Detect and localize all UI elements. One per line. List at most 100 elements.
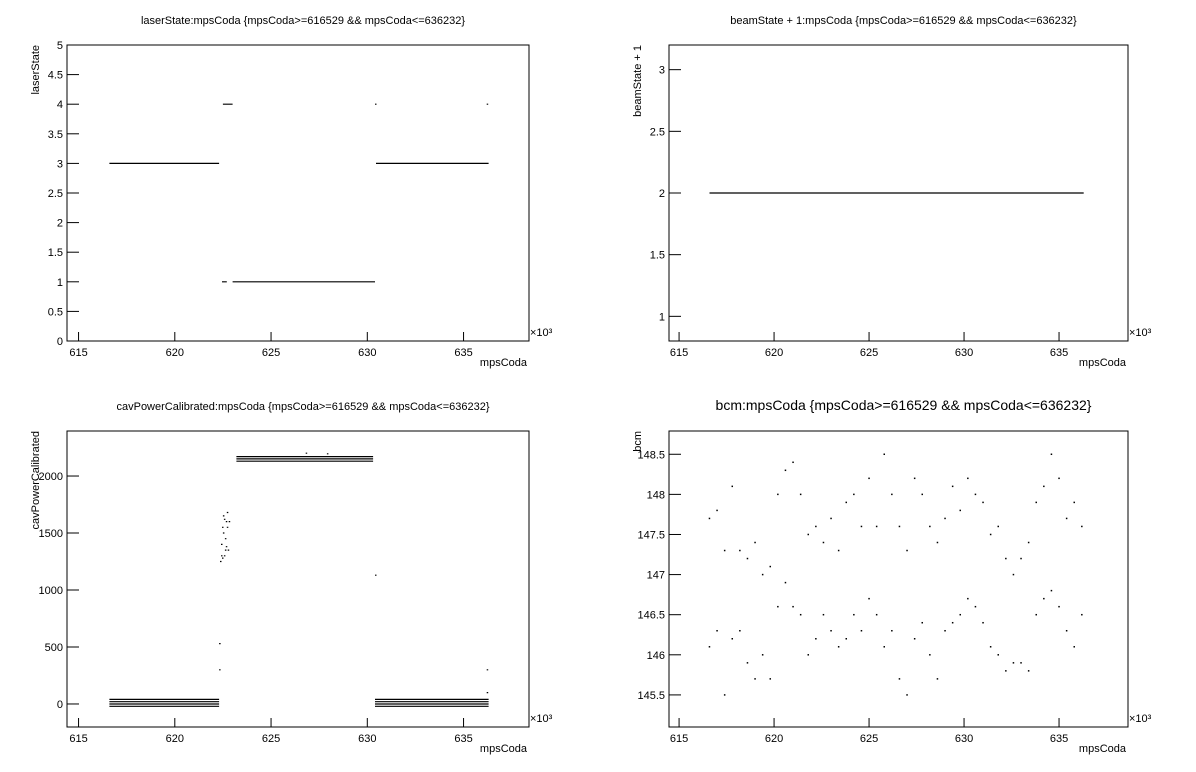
x-tick-label: 615: [670, 347, 688, 359]
x-tick-label: 630: [358, 733, 376, 745]
scatter-point: [1081, 525, 1083, 528]
scatter-point: [853, 493, 855, 496]
scatter-point: [929, 525, 931, 528]
scatter-point: [792, 605, 794, 608]
scatter-point: [777, 605, 779, 608]
scatter-point: [830, 517, 832, 520]
y-tick-label: 148.5: [637, 449, 665, 461]
scatter-point: [723, 694, 726, 696]
y-tick-label: 1000: [39, 585, 63, 597]
scatter-point: [967, 597, 969, 600]
scatter-point: [799, 493, 802, 496]
y-tick-label: 3: [659, 65, 665, 77]
scatter-point: [731, 485, 734, 488]
scatter-point: [807, 533, 810, 536]
scatter-point: [1073, 646, 1075, 648]
scatter-point: [1058, 477, 1060, 480]
scatter-point: [959, 509, 961, 512]
scatter-point: [845, 638, 848, 640]
scatter-point: [769, 678, 772, 680]
scatter-point: [936, 678, 939, 680]
x-tick-label: 625: [860, 347, 878, 359]
y-tick-label: 5: [57, 40, 63, 52]
y-tick-label: 2000: [39, 471, 63, 483]
scatter-point: [723, 549, 726, 552]
scatter-point: [1050, 589, 1053, 592]
chart-pad: beamState + 1:mpsCoda {mpsCoda>=616529 &…: [632, 15, 1152, 369]
scatter-point: [951, 621, 954, 624]
scatter-point: [731, 638, 734, 640]
scatter-point: [1020, 557, 1022, 560]
y-tick-label: 2: [659, 188, 665, 200]
scatter-point: [906, 549, 908, 552]
y-tick-label: 4.5: [48, 70, 63, 82]
y-tick-label: 3.5: [48, 129, 63, 141]
scatter-point: [1065, 629, 1068, 632]
scatter-point: [913, 477, 916, 480]
scatter-point: [716, 629, 718, 632]
scatter-point: [716, 509, 718, 512]
scatter-point: [1050, 453, 1053, 456]
scatter-point: [837, 646, 840, 648]
y-tick-label: 0: [57, 336, 63, 348]
scatter-point: [784, 469, 787, 472]
scatter-point: [754, 678, 756, 680]
scatter-point: [860, 525, 863, 528]
scatter-point: [982, 621, 984, 624]
scatter-point: [944, 517, 946, 520]
y-tick-label: 1: [57, 277, 63, 289]
scatter-point: [1073, 501, 1075, 504]
y-axis-label: cavPowerCalibrated: [30, 431, 42, 529]
scatter-point: [815, 638, 817, 640]
data-line: [109, 452, 489, 707]
scatter-point: [708, 646, 711, 648]
y-tick-label: 4: [57, 99, 63, 111]
scatter-point: [868, 597, 870, 600]
x-axis-multiplier: ×10³: [1129, 327, 1152, 339]
y-tick-label: 148: [647, 489, 665, 501]
y-axis-label: bcm: [632, 431, 644, 452]
chart-title: bcm:mpsCoda {mpsCoda>=616529 && mpsCoda<…: [716, 397, 1092, 413]
scatter-point: [769, 565, 772, 568]
plot-frame: [668, 430, 1129, 728]
scatter-point: [898, 678, 901, 680]
scatter-point: [906, 694, 908, 696]
x-tick-label: 615: [670, 733, 688, 745]
scatter-point: [929, 654, 931, 656]
scatter-point: [822, 541, 825, 544]
scatter-point: [913, 638, 916, 640]
scatter-point: [1058, 605, 1060, 608]
x-axis-multiplier: ×10³: [530, 327, 553, 339]
chart-pad: bcm:mpsCoda {mpsCoda>=616529 && mpsCoda<…: [632, 397, 1152, 755]
y-tick-label: 147: [647, 570, 665, 582]
x-axis-label: mpsCoda: [1079, 743, 1127, 755]
chart-pad: laserState:mpsCoda {mpsCoda>=616529 && m…: [30, 15, 553, 369]
scatter-point: [997, 525, 999, 528]
scatter-point: [891, 493, 893, 496]
scatter-point: [1035, 613, 1037, 616]
scatter-point: [1005, 557, 1007, 560]
scatter-point: [830, 629, 832, 632]
chart-title: beamState + 1:mpsCoda {mpsCoda>=616529 &…: [730, 15, 1077, 27]
scatter-point: [868, 477, 870, 480]
scatter-point: [792, 461, 794, 464]
scatter-point: [967, 477, 969, 480]
scatter-point: [845, 501, 848, 504]
y-axis-label: laserState: [30, 45, 42, 95]
scatter-point: [921, 493, 923, 496]
x-tick-label: 625: [860, 733, 878, 745]
scatter-point: [746, 557, 749, 560]
scatter-point: [974, 493, 977, 496]
scatter-point: [875, 525, 878, 528]
x-axis-label: mpsCoda: [1079, 357, 1127, 369]
y-tick-label: 1.5: [48, 247, 63, 259]
y-tick-label: 146.5: [637, 610, 665, 622]
scatter-point: [739, 629, 741, 632]
scatter-point: [936, 541, 939, 544]
scatter-point: [959, 613, 961, 616]
y-tick-label: 3: [57, 158, 63, 170]
data-line: [109, 103, 489, 283]
scatter-point: [853, 613, 855, 616]
x-axis-multiplier: ×10³: [1129, 713, 1152, 725]
